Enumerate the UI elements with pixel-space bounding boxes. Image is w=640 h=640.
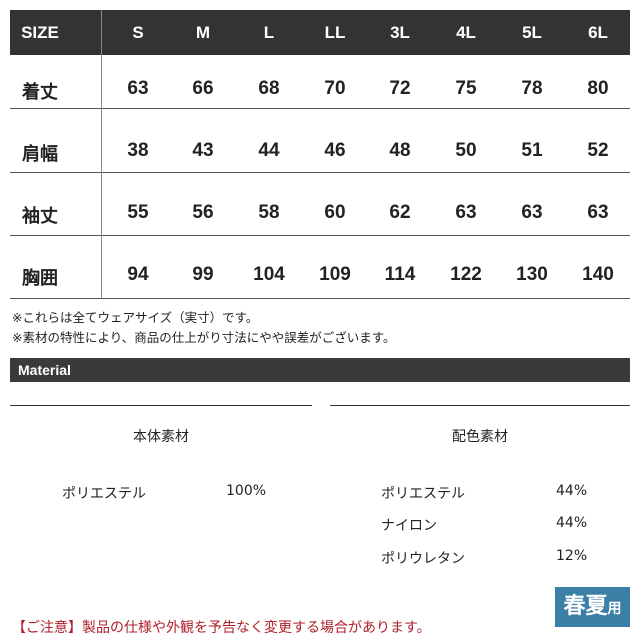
table-cell: 63 — [587, 202, 609, 223]
note-2: ※素材の特性により、商品の仕上がり寸法にやや誤差がございます。 — [12, 330, 396, 345]
row-label: 着丈 — [22, 82, 58, 102]
row-label: 肩幅 — [22, 144, 58, 164]
size-column-header: 5L — [522, 23, 542, 42]
column-divider — [101, 10, 102, 298]
table-cell: 109 — [319, 264, 351, 285]
row-label: 胸囲 — [22, 268, 58, 288]
size-header-label: SIZE — [21, 23, 59, 42]
table-cell: 58 — [258, 202, 280, 223]
table-cell: 63 — [127, 78, 149, 99]
table-cell: 38 — [127, 140, 149, 161]
accent-material-heading: 配色素材 — [452, 429, 508, 445]
material-title: Material — [10, 358, 630, 382]
warning-note: 【ご注意】製品の仕様や外観を予告なく変更する場合があります。 — [12, 620, 431, 636]
table-cell: 72 — [389, 78, 411, 99]
body-material-pct: 100% — [226, 483, 267, 499]
size-column-header: M — [195, 23, 211, 42]
table-cell: 130 — [516, 264, 548, 285]
badge-main: 春夏 — [563, 594, 608, 619]
size-column-header: S — [132, 23, 144, 42]
table-cell: 75 — [455, 78, 477, 99]
row-divider — [10, 108, 630, 109]
size-column-header: LL — [324, 23, 346, 42]
table-cell: 99 — [192, 264, 214, 285]
row-divider — [10, 235, 630, 236]
accent-material-name: ポリウレタン — [381, 551, 465, 567]
divider — [10, 405, 312, 406]
row-divider — [10, 172, 630, 173]
divider — [330, 405, 630, 406]
table-cell: 122 — [450, 264, 482, 285]
row-divider — [10, 298, 630, 299]
badge-small: 用 — [607, 601, 622, 617]
table-cell: 78 — [521, 78, 543, 99]
table-cell: 51 — [521, 140, 543, 161]
note-1: ※これらは全てウェアサイズ（実寸）です。 — [12, 310, 259, 325]
accent-material-name: ナイロン — [381, 518, 437, 534]
table-cell: 46 — [324, 140, 346, 161]
size-column-header: 4L — [456, 23, 476, 42]
table-cell: 48 — [389, 140, 411, 161]
size-column-header: L — [263, 23, 275, 42]
table-cell: 104 — [253, 264, 285, 285]
table-cell: 60 — [324, 202, 346, 223]
table-cell: 56 — [192, 202, 214, 223]
size-column-header: 3L — [390, 23, 410, 42]
table-cell: 50 — [455, 140, 477, 161]
body-material-name: ポリエステル — [62, 486, 146, 502]
table-cell: 114 — [384, 264, 416, 285]
accent-material-pct: 12% — [556, 548, 588, 564]
table-cell: 43 — [192, 140, 214, 161]
accent-material-pct: 44% — [556, 515, 588, 531]
table-cell: 94 — [127, 264, 149, 285]
table-cell: 70 — [324, 78, 346, 99]
table-cell: 52 — [587, 140, 609, 161]
body-material-heading: 本体素材 — [133, 429, 189, 445]
table-cell: 62 — [389, 202, 411, 223]
size-table-header — [10, 10, 630, 55]
size-column-header: 6L — [588, 23, 608, 42]
row-label: 袖丈 — [22, 206, 58, 226]
table-cell: 140 — [582, 264, 614, 285]
table-cell: 80 — [587, 78, 609, 99]
season-badge: 春夏用 — [555, 587, 630, 627]
accent-material-name: ポリエステル — [381, 486, 465, 502]
table-cell: 63 — [521, 202, 543, 223]
table-cell: 63 — [455, 202, 477, 223]
accent-material-pct: 44% — [556, 483, 588, 499]
table-cell: 55 — [127, 202, 149, 223]
table-cell: 68 — [258, 78, 280, 99]
table-cell: 66 — [192, 78, 214, 99]
table-cell: 44 — [258, 140, 280, 161]
